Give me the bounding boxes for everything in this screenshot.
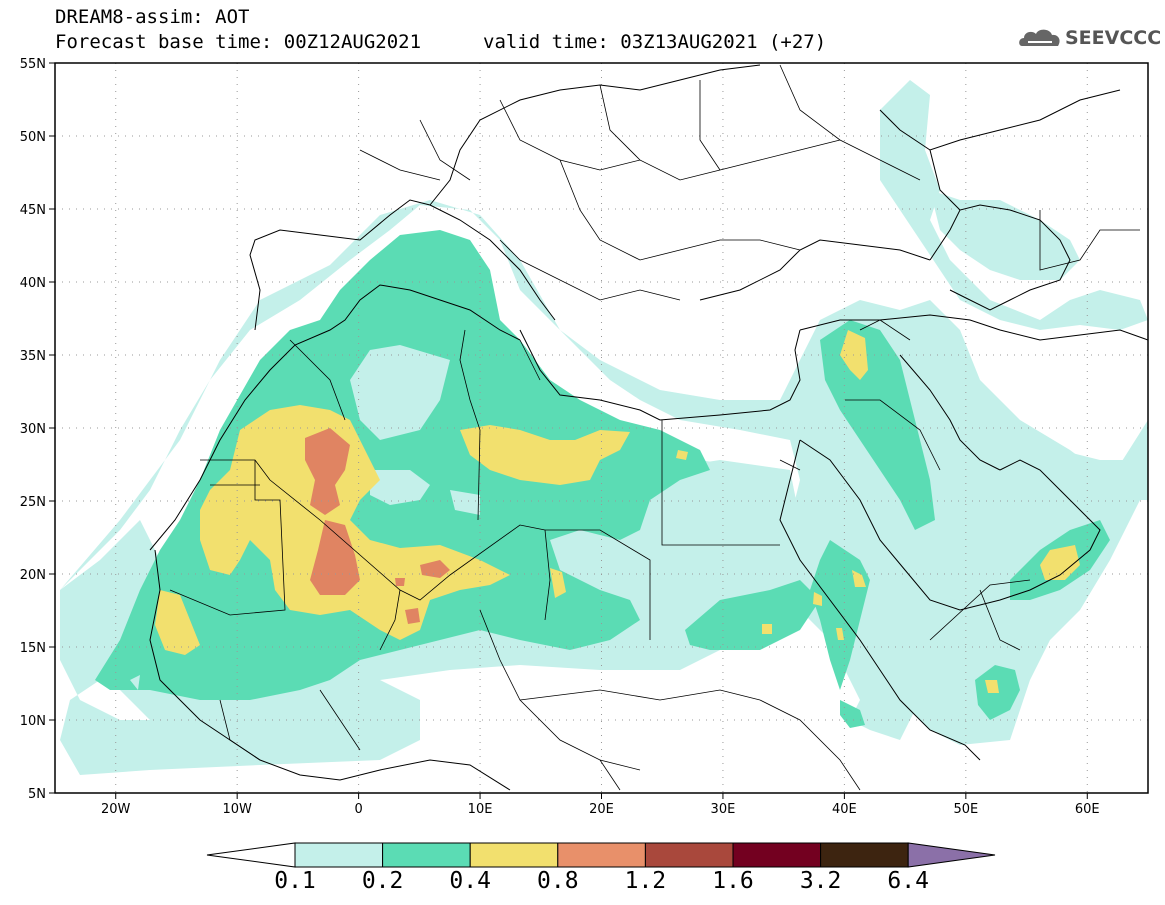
lat-tick-label: 25N xyxy=(20,495,46,510)
lat-tick-label: 30N xyxy=(20,422,46,437)
colorbar-level-label: 1.6 xyxy=(712,868,754,894)
colorbar-level-label: 0.1 xyxy=(274,868,316,894)
lat-tick-label: 5N xyxy=(28,787,46,802)
lon-tick-label: 10W xyxy=(222,802,252,817)
colorbar-segment xyxy=(820,842,909,868)
colorbar-level-label: 1.2 xyxy=(624,868,667,894)
lat-tick-label: 45N xyxy=(20,203,46,218)
seevccc-logo: SEEVCCC xyxy=(1065,27,1162,49)
lon-tick-label: 20E xyxy=(589,802,614,817)
colorbar-segment xyxy=(732,842,822,868)
lon-tick-label: 30E xyxy=(711,802,736,817)
colorbar-over-arrow xyxy=(907,842,996,868)
lat-lon-grid xyxy=(55,63,1148,793)
lat-tick-label: 40N xyxy=(20,276,46,291)
aot-level-0-8 xyxy=(305,428,450,624)
country-borders xyxy=(169,64,1140,791)
colorbar-segment xyxy=(557,842,646,868)
lat-tick-label: 15N xyxy=(20,641,46,656)
colorbar-segment xyxy=(644,842,734,868)
colorbar-segment xyxy=(294,842,384,868)
lon-tick-label: 60E xyxy=(1075,802,1100,817)
lat-tick-label: 35N xyxy=(20,349,46,364)
cloud-icon xyxy=(1019,29,1060,46)
map-title: DREAM8-assim: AOT xyxy=(55,6,250,28)
lon-tick-label: 0 xyxy=(354,802,362,817)
colorbar-level-label: 0.2 xyxy=(361,868,404,894)
lat-tick-label: 55N xyxy=(20,57,46,72)
lon-tick-label: 10E xyxy=(468,802,493,817)
colorbar-level-label: 0.8 xyxy=(537,868,579,894)
valid-time: valid time: 03Z13AUG2021 (+27) xyxy=(483,31,827,53)
lon-tick-label: 20W xyxy=(101,802,131,817)
colorbar-segment xyxy=(382,842,471,868)
lon-tick-label: 50E xyxy=(953,802,978,817)
colorbar-level-label: 6.4 xyxy=(887,868,929,894)
forecast-base-time: Forecast base time: 00Z12AUG2021 xyxy=(55,31,422,53)
lat-tick-label: 20N xyxy=(20,568,46,583)
aot-field xyxy=(55,63,1148,793)
lon-tick-label: 40E xyxy=(832,802,857,817)
colorbar xyxy=(206,842,996,868)
colorbar-level-label: 0.4 xyxy=(449,868,491,894)
colorbar-under-arrow xyxy=(206,842,296,868)
lat-tick-label: 10N xyxy=(20,714,46,729)
aot-level-0-4 xyxy=(155,330,1080,693)
colorbar-level-label: 3.2 xyxy=(799,868,842,894)
lat-tick-label: 50N xyxy=(20,130,46,145)
map-axes: 55N 50N 45N 40N 35N 30N 25N 20N 15N 10N 5N 20W 10W 0 1… xyxy=(20,57,1100,817)
colorbar-segment xyxy=(469,842,559,868)
